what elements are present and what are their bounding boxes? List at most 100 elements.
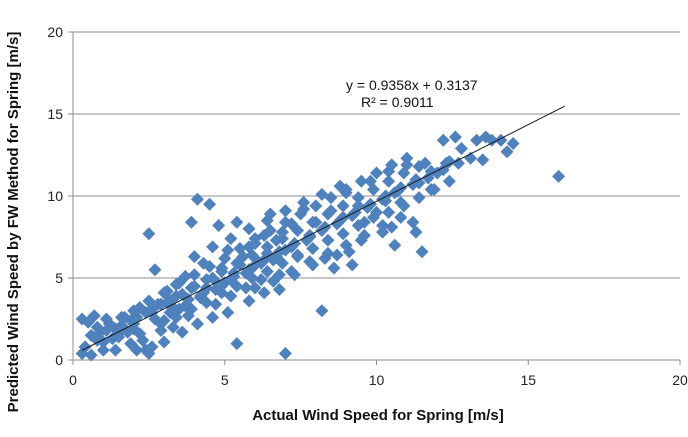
x-tick-label: 20 bbox=[672, 372, 688, 388]
data-point bbox=[278, 346, 292, 360]
data-point bbox=[190, 192, 204, 206]
data-point bbox=[84, 348, 98, 362]
data-point bbox=[157, 286, 171, 300]
data-point bbox=[215, 264, 229, 278]
data-point bbox=[187, 268, 201, 282]
x-tick-label: 5 bbox=[221, 372, 229, 388]
data-point bbox=[257, 286, 271, 300]
data-point bbox=[221, 305, 235, 319]
data-point bbox=[294, 207, 308, 221]
data-point bbox=[260, 240, 274, 254]
x-tick-label: 10 bbox=[369, 372, 385, 388]
data-point bbox=[200, 273, 214, 287]
data-point bbox=[366, 182, 380, 196]
data-point bbox=[230, 256, 244, 270]
data-point bbox=[206, 240, 220, 254]
data-point bbox=[175, 325, 189, 339]
data-points bbox=[75, 130, 566, 362]
data-point bbox=[376, 219, 390, 233]
data-point bbox=[278, 215, 292, 229]
data-point bbox=[315, 304, 329, 318]
y-axis-title: Predicted Wind Speed by FW Method for Sp… bbox=[5, 32, 22, 413]
data-point bbox=[370, 166, 383, 180]
data-point bbox=[157, 335, 171, 349]
data-point bbox=[333, 214, 347, 228]
data-point bbox=[266, 274, 280, 288]
data-point bbox=[306, 215, 320, 229]
data-point bbox=[233, 241, 247, 255]
data-point bbox=[412, 159, 426, 173]
data-point bbox=[376, 225, 390, 239]
data-point bbox=[254, 273, 268, 287]
x-tick-label: 15 bbox=[520, 372, 536, 388]
data-point bbox=[209, 297, 223, 311]
data-point bbox=[124, 337, 138, 351]
data-point bbox=[227, 269, 241, 283]
y-tick-label: 15 bbox=[47, 106, 63, 122]
data-point bbox=[230, 215, 244, 229]
x-tick-label: 0 bbox=[69, 372, 77, 388]
data-point bbox=[260, 264, 274, 278]
data-point bbox=[345, 258, 359, 272]
data-point bbox=[451, 156, 465, 170]
data-point bbox=[506, 137, 520, 151]
data-point bbox=[409, 225, 423, 239]
data-point bbox=[278, 204, 292, 218]
data-point bbox=[257, 253, 271, 267]
data-point bbox=[427, 182, 441, 196]
data-point bbox=[248, 232, 262, 246]
data-point bbox=[397, 199, 411, 213]
data-point bbox=[500, 145, 514, 159]
data-point bbox=[172, 276, 186, 290]
data-point bbox=[315, 187, 329, 201]
data-point bbox=[415, 245, 429, 259]
data-point bbox=[145, 340, 159, 354]
data-point bbox=[154, 323, 168, 337]
data-point bbox=[424, 164, 438, 178]
data-point bbox=[394, 210, 408, 224]
data-point bbox=[291, 250, 305, 264]
data-point bbox=[327, 261, 341, 275]
data-point bbox=[454, 141, 468, 155]
data-point bbox=[400, 151, 414, 165]
y-tick-label: 0 bbox=[55, 352, 63, 368]
trendline bbox=[81, 105, 565, 351]
data-point bbox=[476, 153, 490, 167]
data-point bbox=[87, 309, 101, 323]
trendline-equation: y = 0.9358x + 0.3137 bbox=[346, 77, 478, 93]
data-point bbox=[406, 215, 420, 229]
data-point bbox=[78, 340, 92, 354]
data-point bbox=[96, 335, 110, 349]
data-point bbox=[448, 130, 462, 144]
data-point bbox=[321, 246, 335, 260]
data-point bbox=[197, 286, 211, 300]
data-point bbox=[336, 227, 350, 241]
tick-labels: 0 5 10 15 20 0 5 10 15 20 bbox=[47, 24, 688, 388]
y-tick-label: 20 bbox=[47, 24, 63, 40]
data-point bbox=[108, 343, 122, 357]
data-point bbox=[309, 199, 323, 213]
data-point bbox=[99, 312, 113, 326]
data-point bbox=[297, 196, 311, 210]
data-point bbox=[142, 227, 156, 241]
data-point bbox=[248, 281, 262, 295]
data-point bbox=[206, 310, 220, 324]
data-point bbox=[379, 189, 393, 203]
data-point bbox=[260, 214, 274, 228]
axes bbox=[68, 31, 681, 365]
data-point bbox=[242, 263, 256, 277]
data-point bbox=[90, 320, 104, 334]
gridlines bbox=[73, 31, 680, 279]
data-point bbox=[203, 197, 217, 211]
data-point bbox=[275, 225, 289, 239]
data-point bbox=[303, 255, 317, 269]
data-point bbox=[212, 219, 226, 233]
data-point bbox=[275, 232, 289, 246]
data-point bbox=[148, 312, 162, 326]
data-point bbox=[485, 133, 499, 147]
data-point bbox=[351, 191, 365, 205]
data-point bbox=[442, 174, 456, 188]
data-point bbox=[339, 238, 353, 252]
data-point bbox=[436, 133, 450, 147]
data-point bbox=[285, 264, 299, 278]
